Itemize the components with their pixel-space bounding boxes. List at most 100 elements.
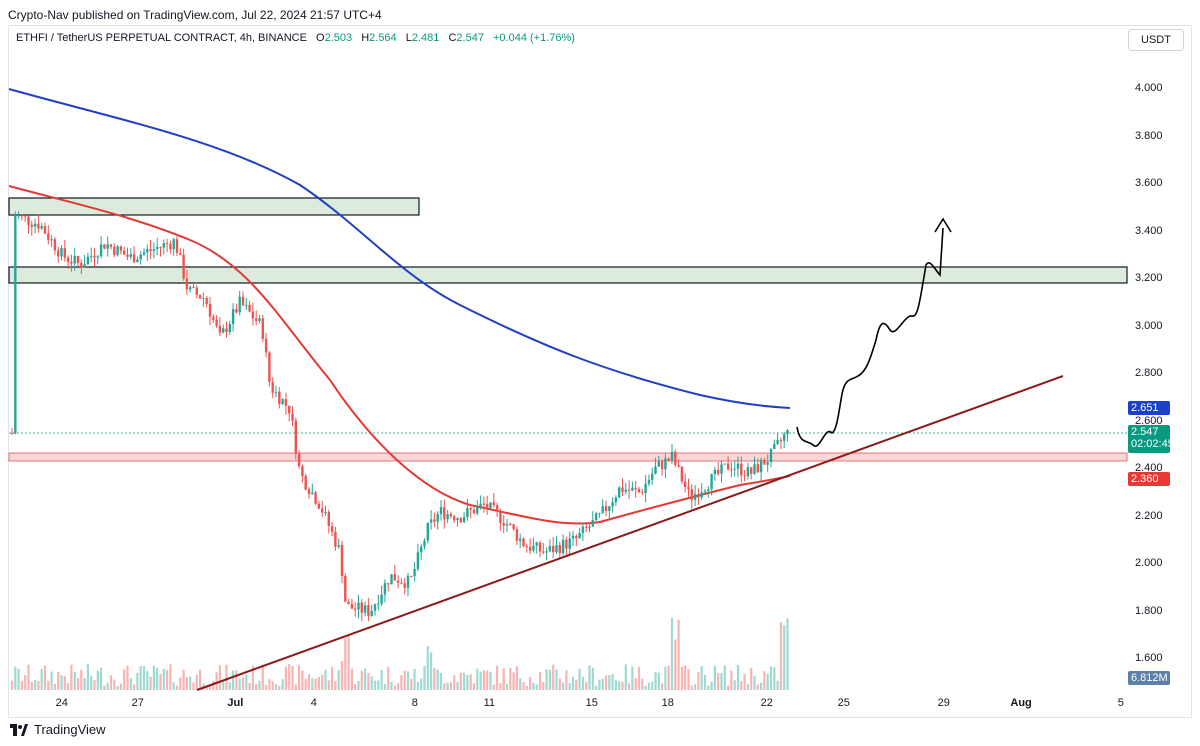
candle-body <box>278 391 281 405</box>
volume-bar <box>446 682 449 690</box>
volume-bar <box>40 668 43 690</box>
candle-body <box>684 481 687 488</box>
candle-body <box>759 459 763 473</box>
candle-body <box>449 513 453 517</box>
candle-body <box>113 246 116 255</box>
candle-body <box>208 303 212 317</box>
candle-body <box>618 487 621 498</box>
candle-body <box>664 458 667 470</box>
currency-unit-button[interactable]: USDT <box>1128 29 1184 51</box>
brand-name: TradingView <box>34 722 106 737</box>
volume-bar <box>529 677 532 690</box>
volume-bar <box>248 682 251 690</box>
price-tick-label: 2.200 <box>1135 509 1163 522</box>
volume-bar <box>420 678 423 690</box>
candle-body <box>746 467 750 477</box>
candle-body <box>24 215 27 217</box>
volume-bar <box>20 680 23 690</box>
volume-bar <box>129 678 132 690</box>
volume-bar <box>185 677 188 690</box>
volume-bar <box>268 679 271 690</box>
candle-body <box>129 254 132 257</box>
price-tick-label: 2.400 <box>1135 462 1163 474</box>
volume-bar <box>628 683 631 690</box>
volume-bar <box>119 683 122 690</box>
candle-body <box>393 574 396 581</box>
candle-body <box>264 338 268 353</box>
volume-bar <box>773 667 776 690</box>
time-tick-label: 24 <box>55 697 68 709</box>
candle-body <box>680 466 684 482</box>
volume-bar <box>73 671 76 690</box>
volume-bar <box>713 666 716 690</box>
candle-body <box>281 399 284 405</box>
volume-bar <box>571 676 575 690</box>
candle-body <box>50 239 53 241</box>
time-tick-label: 22 <box>760 697 773 709</box>
volume-bar <box>687 669 690 690</box>
candle-body <box>387 583 390 585</box>
candle-body <box>311 492 314 494</box>
volume-bar <box>258 680 261 690</box>
volume-bar <box>406 671 410 690</box>
candle-body <box>512 524 515 530</box>
candle-body <box>255 318 258 321</box>
candle-body <box>591 520 594 527</box>
candle-body <box>786 430 789 435</box>
volume-bar <box>245 674 248 690</box>
footer-brand[interactable]: TradingView <box>10 722 106 737</box>
candle-body <box>713 469 717 475</box>
candle-body <box>538 542 542 552</box>
volume-bar <box>314 678 317 690</box>
volume-bar <box>439 672 443 690</box>
ascending-trendline <box>196 375 1064 691</box>
volume-bar <box>166 670 169 690</box>
volume-bar <box>172 682 175 690</box>
candle-body <box>103 244 106 249</box>
candle-body <box>202 297 205 299</box>
volume-bar <box>70 664 73 690</box>
candle-body <box>469 508 472 510</box>
volume-bar <box>760 682 763 690</box>
volume-bar <box>288 664 291 690</box>
candle-body <box>621 487 624 492</box>
volume-bar <box>479 671 482 690</box>
volume-bar <box>83 678 86 690</box>
volume-bar <box>96 670 99 690</box>
volume-bar <box>647 682 650 690</box>
candle-body <box>106 244 109 249</box>
candle-body <box>99 244 103 257</box>
candle-body <box>624 489 627 492</box>
volume-bar <box>298 665 301 690</box>
volume-bar <box>492 684 495 690</box>
candle-body <box>152 249 156 251</box>
price-tick-label: 2.800 <box>1135 367 1163 379</box>
volume-bar <box>225 664 228 690</box>
candle-body <box>261 318 264 339</box>
volume-bar <box>278 685 281 690</box>
candle-body <box>532 545 535 551</box>
volume-bar <box>103 685 106 690</box>
candle-body <box>555 545 558 553</box>
time-tick-label: 15 <box>585 697 598 709</box>
volume-bar <box>703 674 707 690</box>
volume-bar <box>311 678 314 690</box>
volume-bar <box>142 666 146 690</box>
volume-bar <box>212 680 215 690</box>
volume-bar <box>222 681 225 690</box>
candle-body <box>545 551 548 553</box>
candle-body <box>149 249 152 251</box>
volume-bar <box>57 671 60 690</box>
candle-body <box>522 538 525 547</box>
volume-bar <box>436 669 439 690</box>
candle-body <box>363 605 367 613</box>
symbol-title[interactable]: ETHFI / TetherUS PERPETUAL CONTRACT, 4h,… <box>16 32 307 44</box>
volume-bar <box>350 668 353 690</box>
candle-body <box>720 464 723 474</box>
candle-body <box>20 215 24 217</box>
ma-red-line <box>8 185 791 525</box>
volume-bar <box>195 674 198 690</box>
candle-body <box>297 453 301 467</box>
volume-bar <box>542 681 545 690</box>
